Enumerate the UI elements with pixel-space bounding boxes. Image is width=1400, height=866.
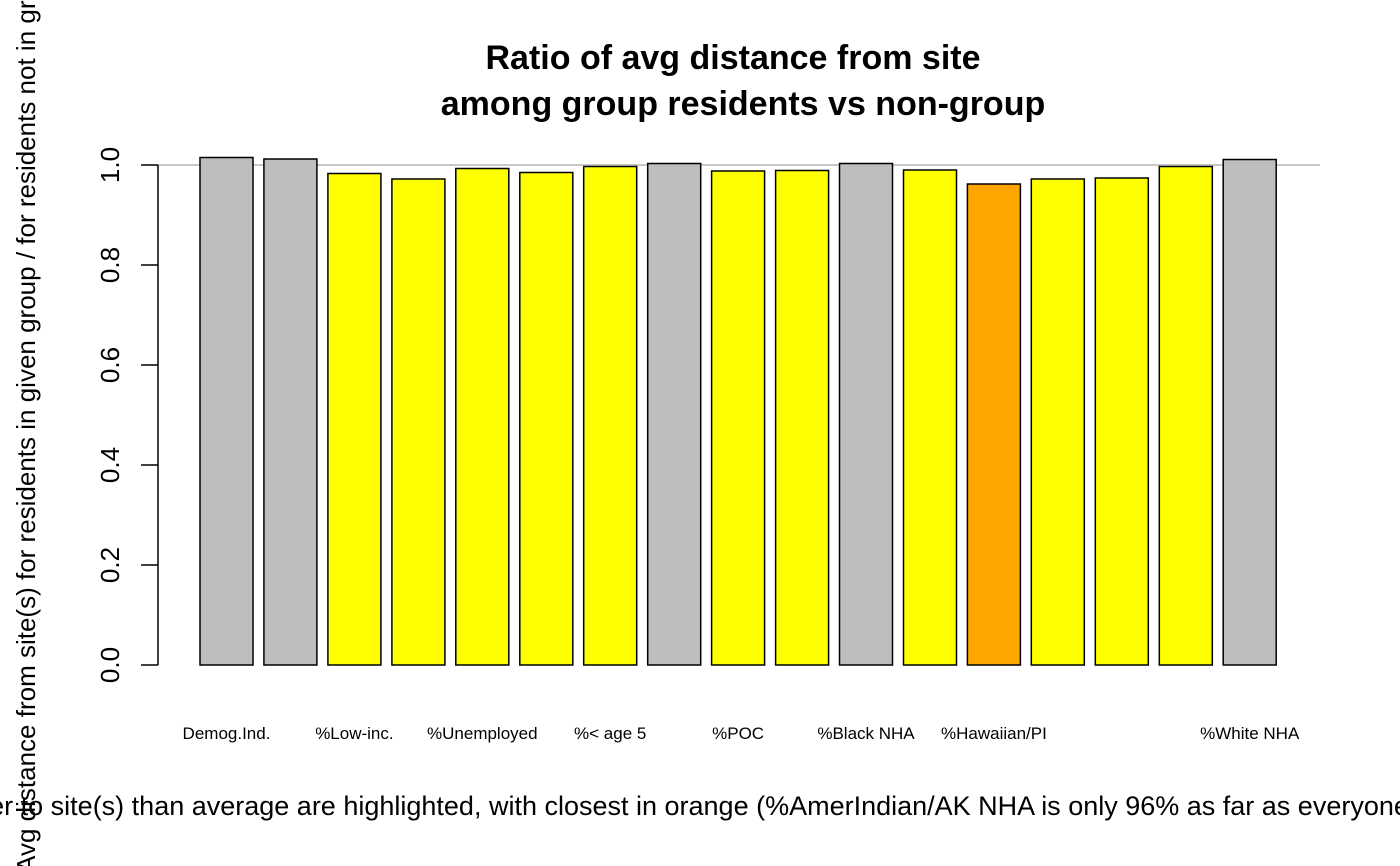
- x-tick-label: %POC: [712, 724, 764, 743]
- chart-title-line-2: among group residents vs non-group: [441, 85, 1045, 123]
- x-tick-label: %< age 5: [574, 724, 646, 743]
- y-tick-label: 0.2: [95, 547, 125, 583]
- bar: [519, 171, 574, 666]
- bar: [455, 167, 510, 666]
- x-tick-label: %Hawaiian/PI: [941, 724, 1047, 743]
- y-tick-label: 0.4: [95, 447, 125, 483]
- y-tick-label: 0.8: [95, 247, 125, 283]
- y-tick-label: 1.0: [95, 147, 125, 183]
- x-tick-label: %Black NHA: [817, 724, 915, 743]
- x-axis-labels: Demog.Ind. %Low-inc. %Unemployed %< age 5 %P…: [183, 724, 1300, 743]
- bar: [582, 165, 638, 666]
- bar: [774, 169, 830, 666]
- bar: [199, 156, 254, 666]
- bar: [838, 162, 894, 666]
- y-tick-label: 0.6: [95, 347, 125, 383]
- y-tick-label: 0.0: [95, 647, 125, 683]
- bar: [1094, 177, 1150, 666]
- bar: [263, 158, 318, 666]
- x-tick-label: %Unemployed: [427, 724, 538, 743]
- y-axis: 0.0 0.2 0.4 0.6 0.8 1.0: [95, 147, 159, 683]
- x-tick-label: %Low-inc.: [315, 724, 393, 743]
- x-tick-label: %White NHA: [1200, 724, 1300, 743]
- bar: [646, 162, 702, 666]
- bar: [327, 172, 382, 666]
- bar: [902, 169, 958, 666]
- bars-group: [199, 156, 1277, 666]
- y-axis-label: Avg distance from site(s) for residents …: [11, 0, 41, 866]
- bar: [710, 170, 766, 666]
- chart-footnote: Groups closer to site(s) than average ar…: [0, 791, 1400, 821]
- bar: [1030, 178, 1086, 666]
- x-tick-label: Demog.Ind.: [183, 724, 271, 743]
- bar: [966, 183, 1022, 666]
- bar: [391, 178, 446, 666]
- chart-title-line-1: Ratio of avg distance from site: [486, 39, 981, 77]
- bar: [1158, 165, 1214, 666]
- bar: [1222, 158, 1277, 666]
